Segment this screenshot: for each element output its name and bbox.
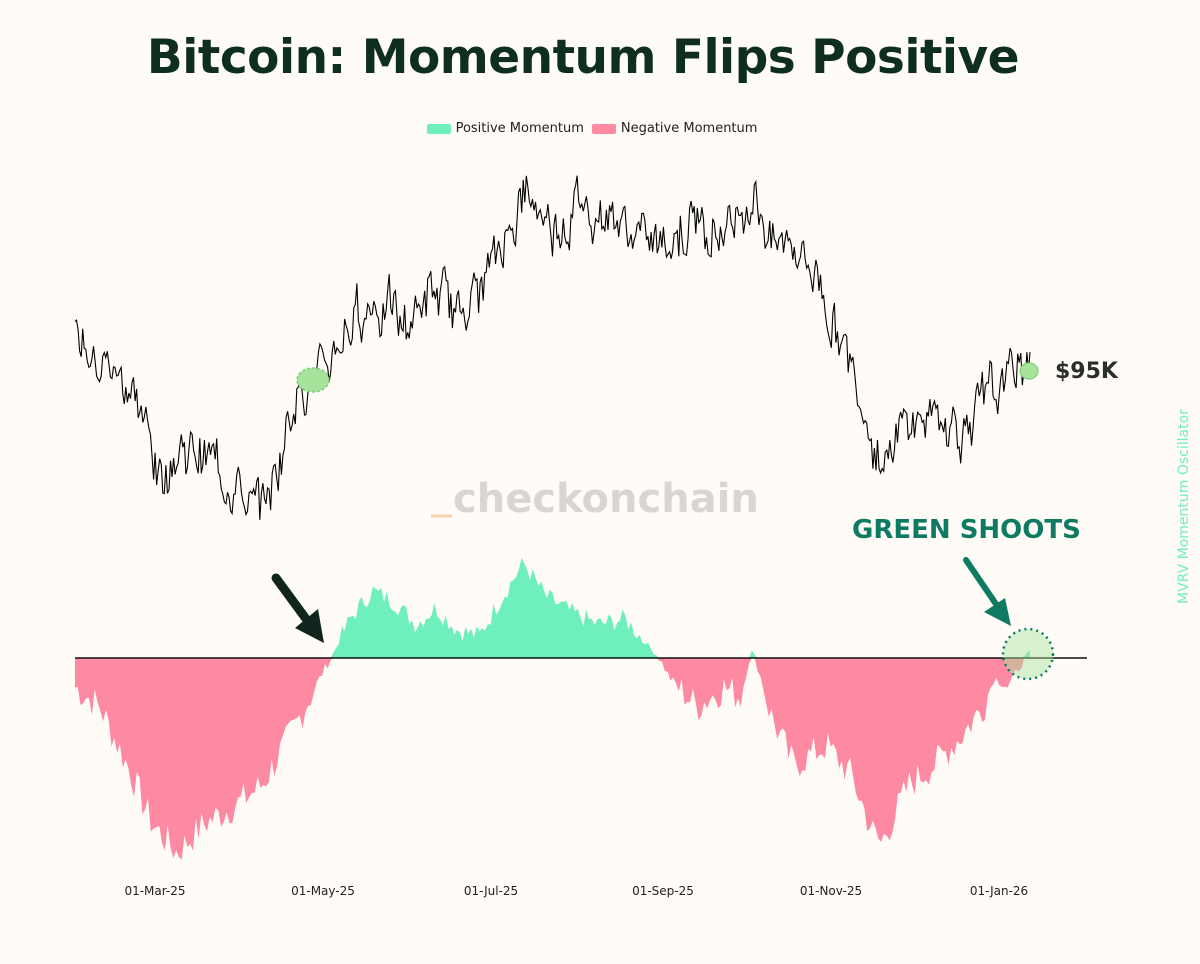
price-label: $95K	[1055, 359, 1119, 384]
watermark: checkonchain	[453, 476, 759, 522]
green-shoots-circle	[1001, 627, 1055, 681]
price-line-layer	[74, 175, 1031, 520]
legend-swatch-negative	[591, 123, 616, 134]
x-tick-label: 01-Jul-25	[464, 884, 518, 898]
legend-item-positive: Positive Momentum	[426, 121, 584, 136]
highlight-circle-end	[1019, 362, 1039, 380]
x-tick-label: 01-Nov-25	[800, 884, 862, 898]
x-tick-label: 01-Sep-25	[632, 884, 694, 898]
arrow-green	[963, 557, 1011, 626]
x-tick-label: 01-Jan-26	[970, 884, 1028, 898]
right-axis-label: MVRV Momentum Oscillator	[1176, 409, 1192, 604]
legend-label-negative: Negative Momentum	[620, 121, 758, 136]
chart-title: Bitcoin: Momentum Flips Positive	[146, 30, 1020, 85]
legend-label-positive: Positive Momentum	[455, 121, 584, 136]
momentum-area-layer	[75, 557, 1030, 860]
legend-item-negative: Negative Momentum	[591, 121, 758, 136]
x-tick-label: 01-Mar-25	[124, 884, 185, 898]
x-axis: 01-Mar-25 01-May-25 01-Jul-25 01-Sep-25 01-N…	[124, 884, 1028, 898]
momentum-positive-area	[75, 557, 1030, 658]
price-line	[74, 175, 1031, 520]
legend: Positive Momentum Negative Momentum	[0, 121, 1184, 136]
highlight-circle-may	[296, 367, 330, 393]
arrow-dark	[271, 573, 324, 643]
x-tick-label: 01-May-25	[291, 884, 355, 898]
momentum-negative-area	[75, 658, 1030, 860]
green-shoots-label: GREEN SHOOTS	[852, 515, 1081, 545]
legend-swatch-positive	[426, 123, 451, 134]
